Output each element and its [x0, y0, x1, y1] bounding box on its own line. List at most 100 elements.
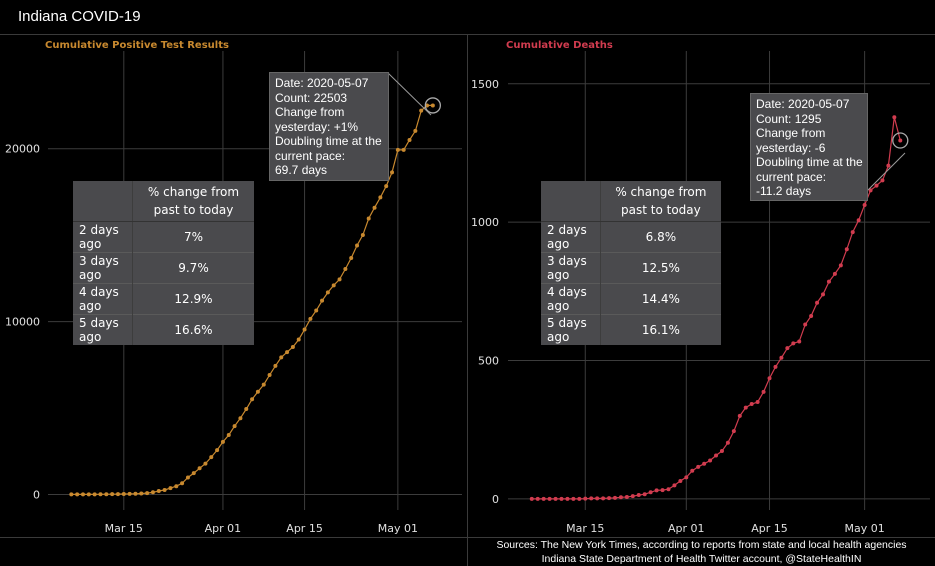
data-point — [273, 363, 278, 368]
header-bar: Indiana COVID-19 — [0, 0, 935, 35]
footer-divider — [0, 537, 935, 538]
data-point — [209, 455, 214, 460]
y-tick-label: 0 — [33, 488, 40, 501]
data-point — [791, 341, 796, 346]
data-point — [413, 128, 418, 133]
data-point — [86, 492, 91, 497]
tooltip-line: Change from — [275, 105, 345, 119]
data-point — [850, 230, 855, 235]
deaths-tooltip: Date: 2020-05-07 Count: 1295 Change from… — [750, 93, 868, 201]
table-header-row: % change from past to today — [73, 181, 254, 222]
data-point — [366, 216, 371, 221]
data-point — [390, 170, 395, 175]
data-point — [419, 108, 424, 113]
cases-chart[interactable]: Cumulative Positive Test Results 0 10000 20… — [0, 35, 467, 537]
data-point — [98, 492, 103, 497]
data-point — [302, 327, 307, 332]
table-row: 5 days ago 16.6% — [73, 314, 254, 345]
data-point — [672, 483, 677, 488]
highlight-ring — [892, 132, 909, 149]
data-point — [203, 461, 208, 466]
data-point — [267, 373, 272, 378]
data-point — [767, 376, 772, 381]
data-point — [220, 439, 225, 444]
data-point — [290, 345, 295, 350]
data-point — [279, 355, 284, 360]
data-point — [719, 449, 724, 454]
y-tick-label: 20000 — [5, 143, 40, 156]
data-point — [862, 202, 867, 207]
sources-note: Sources: The New York Times, according t… — [468, 539, 935, 566]
data-point — [874, 183, 879, 188]
tooltip-line: Doubling time at the — [275, 134, 382, 148]
data-point — [809, 313, 814, 318]
data-point — [856, 218, 861, 223]
data-point — [378, 195, 383, 200]
data-point — [612, 495, 617, 500]
table-row: 2 days ago 6.8% — [541, 221, 721, 253]
data-point — [577, 496, 582, 501]
data-point — [314, 308, 319, 313]
data-point — [232, 424, 237, 429]
data-point — [255, 389, 260, 394]
tooltip-leader — [867, 152, 906, 191]
table-row: 3 days ago 9.7% — [73, 252, 254, 284]
data-point — [150, 490, 155, 495]
table-cell: 5 days ago — [541, 314, 601, 345]
data-point — [607, 496, 612, 501]
chart-title: Cumulative Deaths — [506, 40, 613, 51]
tooltip-line: Count: 22503 — [275, 90, 348, 105]
y-tick-label: 1000 — [471, 216, 499, 229]
data-point — [886, 163, 891, 168]
tooltip-line: -11.2 days — [756, 184, 812, 198]
data-point — [244, 406, 249, 411]
data-point — [296, 337, 301, 342]
data-point — [565, 496, 570, 501]
data-point — [743, 405, 748, 410]
table-cell: 12.5% — [599, 252, 721, 284]
table-row: 5 days ago 16.1% — [541, 314, 721, 345]
data-point — [642, 492, 647, 497]
data-point — [541, 496, 546, 501]
data-point — [797, 339, 802, 344]
data-point — [115, 492, 120, 497]
data-point — [678, 478, 683, 483]
data-point — [355, 243, 360, 248]
data-point — [630, 494, 635, 499]
deaths-chart[interactable]: Cumulative Deaths 0 500 1000 1500 Mar 15 Apr 0… — [468, 35, 935, 537]
x-tick-label: Apr 01 — [668, 522, 705, 535]
data-point — [343, 267, 348, 272]
data-point — [868, 188, 873, 193]
table-cell: 3 days ago — [541, 252, 601, 284]
table-cell: 5 days ago — [73, 314, 133, 345]
x-tick-label: Apr 15 — [286, 522, 323, 535]
data-point — [261, 382, 266, 387]
tooltip-leader — [387, 72, 432, 116]
data-point — [110, 492, 115, 497]
data-point — [197, 466, 202, 471]
data-point — [215, 448, 220, 453]
data-point — [69, 492, 74, 497]
data-point — [407, 137, 412, 142]
data-point — [372, 205, 377, 210]
table-cell: 12.9% — [131, 283, 254, 315]
data-point — [702, 461, 707, 466]
page-title: Indiana COVID-19 — [18, 8, 141, 25]
data-point — [826, 279, 831, 284]
data-point — [92, 492, 97, 497]
data-point — [749, 401, 754, 406]
tooltip-line: current pace: — [756, 169, 827, 184]
table-cell: 16.1% — [599, 314, 721, 345]
data-point — [320, 298, 325, 303]
data-point — [162, 487, 167, 492]
y-tick-label: 10000 — [5, 316, 40, 329]
data-point — [731, 429, 736, 434]
data-point — [401, 147, 406, 152]
x-tick-label: May 01 — [378, 522, 418, 535]
table-row: 4 days ago 14.4% — [541, 283, 721, 315]
table-row: 4 days ago 12.9% — [73, 283, 254, 315]
data-point — [349, 255, 354, 260]
data-point — [684, 475, 689, 480]
deaths-change-table: % change from past to today 2 days ago 6… — [541, 181, 721, 345]
y-tick-label: 0 — [492, 493, 499, 506]
